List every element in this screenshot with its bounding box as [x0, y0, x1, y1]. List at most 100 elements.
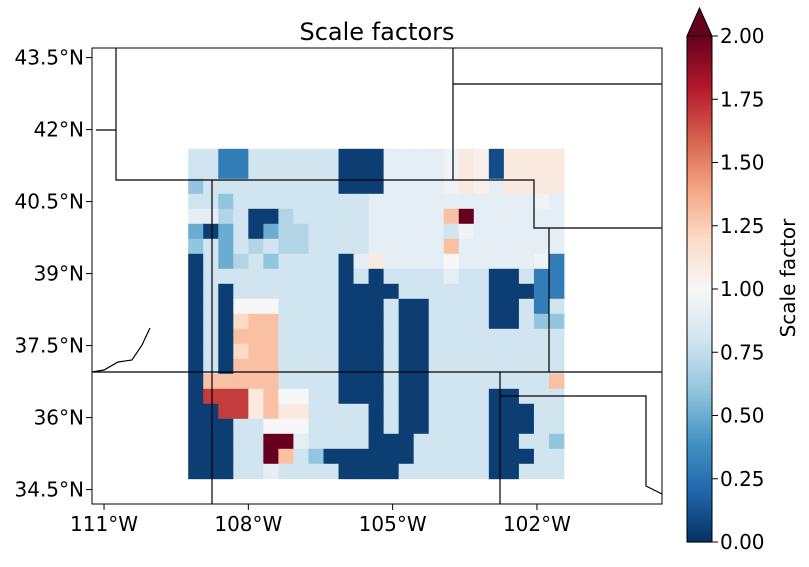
heatmap-cell [488, 148, 505, 165]
colorbar-segment [687, 468, 712, 472]
colorbar-segment [687, 101, 712, 105]
heatmap-cell [458, 208, 475, 225]
colorbar-segment [687, 521, 712, 525]
colorbar-segment [687, 519, 712, 523]
heatmap-cell [413, 448, 430, 465]
colorbar-segment [687, 354, 712, 358]
heatmap-cell [248, 193, 264, 210]
colorbar-segment [687, 225, 712, 229]
heatmap-cell [308, 178, 324, 195]
colorbar-segment [687, 382, 712, 386]
heatmap-cell [203, 418, 219, 435]
heatmap-cell [428, 328, 445, 345]
heatmap-cell [503, 253, 520, 270]
heatmap-cell [308, 268, 324, 285]
heatmap-cell [398, 418, 415, 435]
heatmap-cell [353, 448, 369, 465]
heatmap-cell [503, 313, 520, 330]
colorbar-segment [687, 271, 712, 275]
heatmap-cell [413, 433, 430, 450]
heatmap-cell [383, 283, 400, 300]
heatmap-cell [188, 388, 204, 405]
heatmap-cell [233, 343, 249, 360]
heatmap-cell [338, 208, 354, 225]
colorbar-segment [687, 402, 712, 406]
colorbar-segment [687, 127, 712, 131]
heatmap-cell [203, 313, 219, 330]
colorbar-segment [687, 337, 712, 341]
heatmap-cell [263, 178, 279, 195]
colorbar-segment [687, 473, 712, 477]
heatmap-cell [413, 193, 430, 210]
heatmap-cell [443, 178, 460, 195]
heatmap-cell [413, 238, 430, 255]
heatmap-cell [233, 373, 249, 390]
heatmap-cell [278, 223, 294, 240]
heatmap-cell [203, 268, 219, 285]
heatmap-cell [443, 463, 460, 480]
heatmap-cell [263, 403, 279, 420]
heatmap-cell [353, 433, 369, 450]
heatmap-cell [218, 193, 234, 210]
colorbar-segment [687, 218, 712, 222]
heatmap-cell [293, 433, 309, 450]
heatmap-cell [458, 163, 475, 180]
heatmap-cell [188, 358, 204, 375]
colorbar-segment [687, 397, 712, 401]
heatmap-cell [413, 313, 430, 330]
heatmap-cell [338, 223, 354, 240]
heatmap-cell [203, 373, 219, 390]
colorbar-segment [687, 364, 712, 369]
colorbar-segment [687, 362, 712, 366]
heatmap-cell [533, 208, 550, 225]
colorbar-segment [687, 84, 712, 88]
colorbar-segment [687, 291, 712, 295]
colorbar-segment [687, 157, 712, 161]
heatmap-cell [218, 148, 234, 165]
heatmap-cell [203, 238, 219, 255]
heatmap-cell [398, 403, 415, 420]
heatmap-cell [398, 463, 415, 480]
colorbar-segment [687, 202, 712, 207]
heatmap-cell [488, 283, 505, 300]
heatmap-cell [413, 148, 430, 165]
heatmap-cell [428, 208, 445, 225]
heatmap-cell [488, 358, 505, 375]
heatmap-cell [548, 193, 565, 210]
heatmap-cell [518, 238, 535, 255]
heatmap-cell [218, 238, 234, 255]
heatmap-cell [428, 403, 445, 420]
heatmap-cell [398, 358, 415, 375]
heatmap-cell [458, 268, 475, 285]
heatmap-cell [443, 253, 460, 270]
heatmap-cell [548, 163, 565, 180]
heatmap-cell [323, 283, 339, 300]
heatmap-cell [458, 418, 475, 435]
heatmap-cell [233, 313, 249, 330]
colorbar-segment [687, 299, 712, 303]
heatmap-cell [503, 403, 520, 420]
heatmap-cell [308, 148, 324, 165]
colorbar-segment [687, 316, 712, 320]
heatmap-cell [398, 313, 415, 330]
heatmap-cell [443, 343, 460, 360]
heatmap-cell [533, 148, 550, 165]
heatmap-cell [548, 253, 565, 270]
heatmap-cell [488, 163, 505, 180]
heatmap-cell [308, 298, 324, 315]
heatmap-cell [383, 238, 400, 255]
heatmap-cell [323, 463, 339, 480]
lat-tick-label: 36°N [34, 406, 84, 430]
colorbar-segment [687, 230, 712, 234]
heatmap-cell [548, 238, 565, 255]
heatmap-cell [233, 208, 249, 225]
heatmap-cell [248, 448, 264, 465]
colorbar-segment [687, 349, 712, 353]
colorbar-segment [687, 114, 712, 118]
heatmap-cell [503, 238, 520, 255]
colorbar-segment [687, 73, 712, 78]
heatmap-cell [503, 373, 520, 390]
lat-tick-label: 34.5°N [15, 478, 85, 502]
heatmap-cell [293, 418, 309, 435]
colorbar-segment [687, 428, 712, 432]
